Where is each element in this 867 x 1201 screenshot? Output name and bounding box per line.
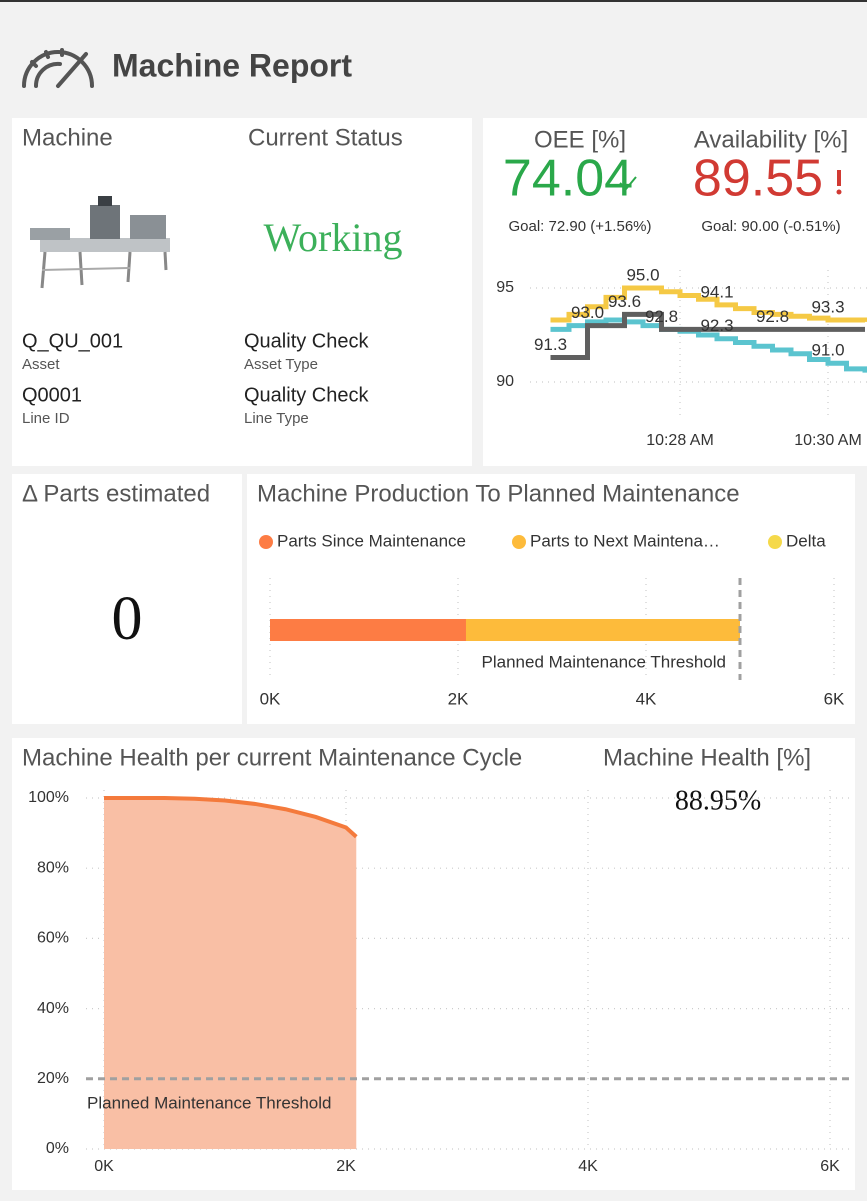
- card-heading: Machine: [22, 124, 113, 151]
- production-card: [247, 474, 855, 724]
- data-label: 93.0: [571, 303, 604, 322]
- x-tick-label: 2K: [448, 689, 469, 708]
- x-tick-label: 10:28 AM: [646, 432, 714, 449]
- card-heading: Machine Health [%]: [603, 744, 811, 771]
- field-label: Asset Type: [244, 356, 318, 373]
- parts-value: 0: [112, 585, 143, 653]
- legend-label: Parts to Next Maintena…: [530, 531, 720, 550]
- dashboard: Machine Report Machine Current Status Wo…: [0, 0, 867, 1201]
- field-value: Q_QU_001: [22, 330, 123, 352]
- data-label: 91.0: [811, 341, 844, 360]
- bar-segment: [270, 619, 466, 641]
- legend-swatch: [768, 535, 782, 549]
- x-tick-label: 0K: [260, 689, 281, 708]
- kpi-goal: Goal: 90.00 (-0.51%): [701, 218, 840, 235]
- page-title: Machine Report: [112, 47, 352, 83]
- y-tick-label: 60%: [37, 930, 69, 947]
- kpi-alert-icon: [837, 170, 842, 195]
- x-tick-label: 4K: [636, 689, 657, 708]
- field-value: Quality Check: [244, 384, 369, 406]
- data-label: 92.8: [756, 307, 789, 326]
- x-tick-label: 0K: [94, 1158, 114, 1175]
- data-label: 91.3: [534, 335, 567, 354]
- data-label: 93.3: [811, 297, 844, 316]
- y-tick-label: 95: [496, 279, 514, 296]
- card-heading: Δ Parts estimated: [22, 480, 210, 507]
- kpi-goal: Goal: 72.90 (+1.56%): [508, 218, 651, 235]
- top-border: [0, 0, 867, 2]
- y-tick-label: 0%: [46, 1140, 69, 1157]
- y-tick-label: 20%: [37, 1070, 69, 1087]
- field-label: Line ID: [22, 410, 70, 427]
- y-tick-label: 90: [496, 373, 514, 390]
- data-label: 92.3: [700, 316, 733, 335]
- data-label: 94.1: [700, 282, 733, 301]
- field-value: Q0001: [22, 384, 82, 406]
- field-label: Asset: [22, 356, 60, 373]
- legend-swatch: [259, 535, 273, 549]
- legend-swatch: [512, 535, 526, 549]
- legend-label: Delta: [786, 531, 826, 550]
- data-label: 93.6: [608, 292, 641, 311]
- chart-title: Machine Production To Planned Maintenanc…: [257, 480, 740, 507]
- y-tick-label: 80%: [37, 859, 69, 876]
- field-label: Line Type: [244, 410, 309, 427]
- chart-title: Machine Health per current Maintenance C…: [22, 744, 522, 771]
- kpi-value: 89.55: [693, 150, 823, 208]
- data-label: 92.8: [645, 307, 678, 326]
- card-heading: Current Status: [248, 124, 403, 151]
- x-tick-label: 2K: [336, 1158, 356, 1175]
- health-value: 88.95%: [675, 785, 761, 816]
- field-value: Quality Check: [244, 330, 369, 352]
- y-tick-label: 40%: [37, 1000, 69, 1017]
- kpi-value: 74.04: [503, 150, 633, 208]
- x-tick-label: 4K: [578, 1158, 598, 1175]
- bar-segment: [466, 619, 740, 641]
- x-tick-label: 6K: [820, 1158, 840, 1175]
- legend-label: Parts Since Maintenance: [277, 531, 466, 550]
- threshold-label: Planned Maintenance Threshold: [482, 652, 726, 671]
- y-tick-label: 100%: [28, 789, 69, 806]
- x-tick-label: 10:30 AM: [794, 432, 862, 449]
- data-label: 95.0: [626, 265, 659, 284]
- machine-card: [12, 118, 472, 466]
- threshold-label: Planned Maintenance Threshold: [87, 1093, 331, 1112]
- x-tick-label: 6K: [824, 689, 845, 708]
- status-value: Working: [264, 215, 403, 260]
